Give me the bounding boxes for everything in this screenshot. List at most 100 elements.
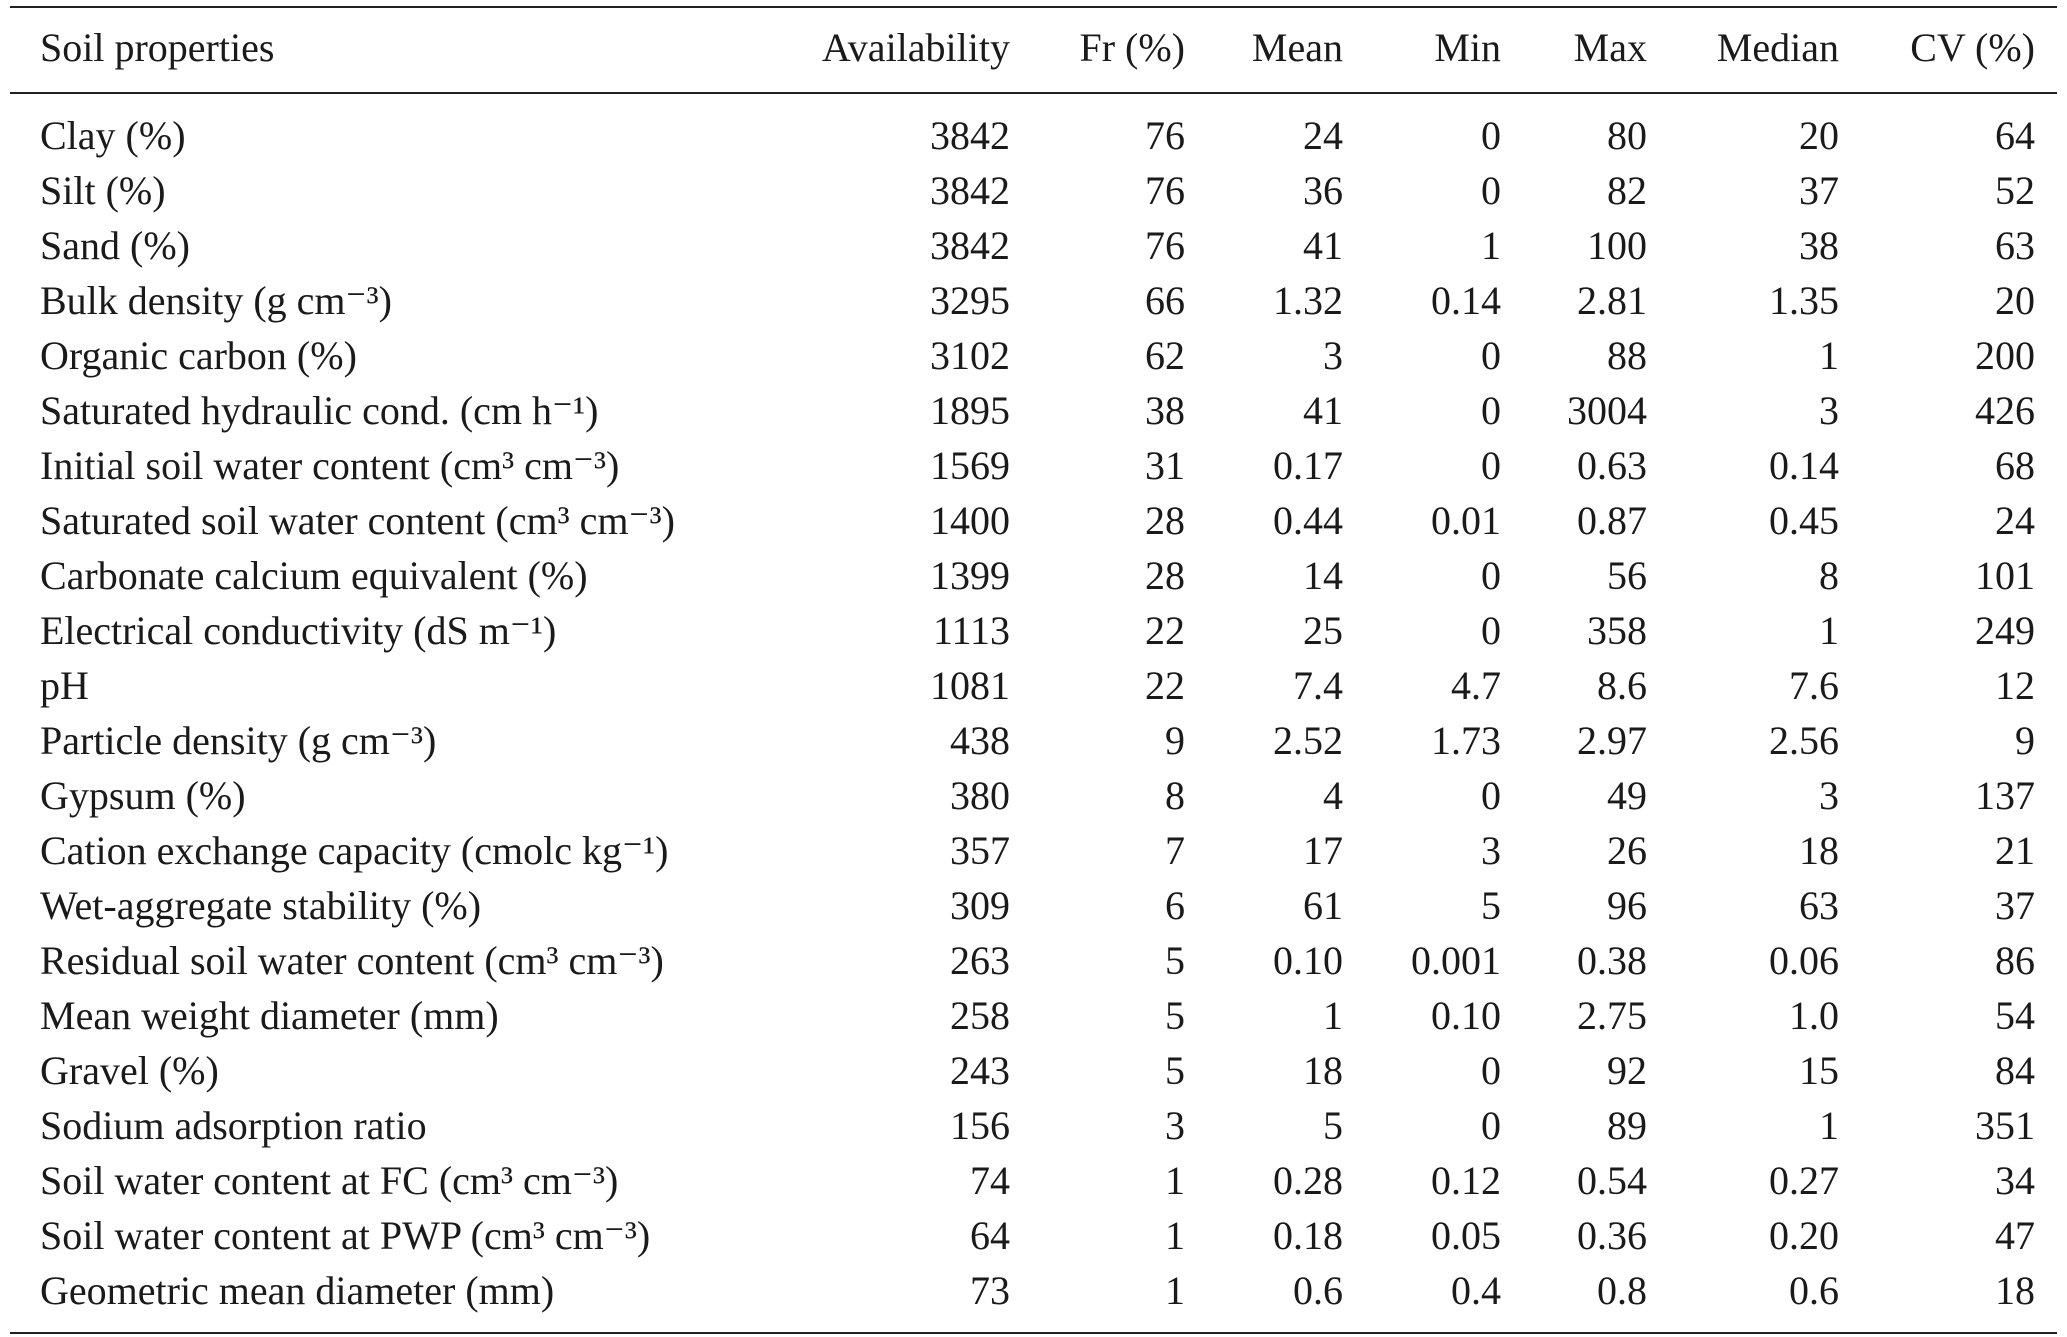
min-cell: 0 bbox=[1481, 1047, 1501, 1093]
median-cell: 1.0 bbox=[1789, 992, 1839, 1038]
availability-cell: 3842 bbox=[930, 222, 1010, 268]
median-cell: 1.35 bbox=[1769, 277, 1839, 323]
table-row: Electrical conductivity (dS m⁻¹) 1113 22 25… bbox=[10, 603, 2057, 658]
min-cell: 0 bbox=[1481, 1102, 1501, 1148]
max-cell: 26 bbox=[1607, 827, 1647, 873]
table-row: Clay (%) 3842 76 24 0 80 20 64 bbox=[10, 93, 2057, 163]
fr-cell: 3 bbox=[1165, 1102, 1185, 1148]
availability-cell: 263 bbox=[950, 937, 1010, 983]
header-row: Soil properties Availability Fr (%) Mean… bbox=[10, 7, 2057, 93]
table-row: Gypsum (%) 380 8 4 0 49 3 137 bbox=[10, 768, 2057, 823]
median-cell: 8 bbox=[1819, 552, 1839, 598]
fr-cell: 6 bbox=[1165, 882, 1185, 928]
mean-cell: 25 bbox=[1303, 607, 1343, 653]
fr-cell: 5 bbox=[1165, 1047, 1185, 1093]
table-row: Saturated soil water content (cm³ cm⁻³) 1… bbox=[10, 493, 2057, 548]
max-cell: 80 bbox=[1607, 112, 1647, 158]
cv-cell: 21 bbox=[1995, 827, 2035, 873]
soil-property-cell: Wet-aggregate stability (%) bbox=[40, 882, 482, 928]
table-row: Soil water content at FC (cm³ cm⁻³) 74 1 0.… bbox=[10, 1153, 2057, 1208]
mean-cell: 4 bbox=[1323, 772, 1343, 818]
mean-cell: 0.44 bbox=[1273, 497, 1343, 543]
fr-cell: 1 bbox=[1165, 1157, 1185, 1203]
table-row: Gravel (%) 243 5 18 0 92 15 84 bbox=[10, 1043, 2057, 1098]
median-cell: 3 bbox=[1819, 772, 1839, 818]
table-row: Sodium adsorption ratio 156 3 5 0 89 1 351 bbox=[10, 1098, 2057, 1153]
availability-cell: 3842 bbox=[930, 112, 1010, 158]
cv-cell: 86 bbox=[1995, 937, 2035, 983]
max-cell: 56 bbox=[1607, 552, 1647, 598]
cv-cell: 351 bbox=[1975, 1102, 2035, 1148]
fr-cell: 5 bbox=[1165, 937, 1185, 983]
max-cell: 82 bbox=[1607, 167, 1647, 213]
mean-cell: 61 bbox=[1303, 882, 1343, 928]
availability-cell: 1400 bbox=[930, 497, 1010, 543]
availability-cell: 1113 bbox=[932, 607, 1010, 653]
median-cell: 15 bbox=[1799, 1047, 1839, 1093]
cv-cell: 52 bbox=[1995, 167, 2035, 213]
mean-cell: 24 bbox=[1303, 112, 1343, 158]
table-row: Wet-aggregate stability (%) 309 6 61 5 96 63 37 bbox=[10, 878, 2057, 933]
table-row: Sand (%) 3842 76 41 1 100 38 63 bbox=[10, 218, 2057, 273]
median-cell: 63 bbox=[1799, 882, 1839, 928]
column-header-cv: CV (%) bbox=[1910, 25, 2035, 70]
soil-property-cell: Sodium adsorption ratio bbox=[40, 1102, 427, 1148]
availability-cell: 1569 bbox=[930, 442, 1010, 488]
mean-cell: 1.32 bbox=[1273, 277, 1343, 323]
fr-cell: 22 bbox=[1145, 607, 1185, 653]
max-cell: 96 bbox=[1607, 882, 1647, 928]
min-cell: 0 bbox=[1481, 552, 1501, 598]
min-cell: 0.14 bbox=[1431, 277, 1501, 323]
fr-cell: 7 bbox=[1165, 827, 1185, 873]
mean-cell: 2.52 bbox=[1273, 717, 1343, 763]
median-cell: 0.27 bbox=[1769, 1157, 1839, 1203]
min-cell: 4.7 bbox=[1451, 662, 1501, 708]
fr-cell: 22 bbox=[1145, 662, 1185, 708]
soil-property-cell: Gravel (%) bbox=[40, 1047, 219, 1093]
median-cell: 18 bbox=[1799, 827, 1839, 873]
availability-cell: 380 bbox=[950, 772, 1010, 818]
soil-property-cell: Carbonate calcium equivalent (%) bbox=[40, 552, 588, 598]
min-cell: 1.73 bbox=[1431, 717, 1501, 763]
max-cell: 89 bbox=[1607, 1102, 1647, 1148]
cv-cell: 37 bbox=[1995, 882, 2035, 928]
cv-cell: 12 bbox=[1995, 662, 2035, 708]
availability-cell: 74 bbox=[970, 1157, 1010, 1203]
soil-property-cell: pH bbox=[40, 662, 89, 708]
mean-cell: 18 bbox=[1303, 1047, 1343, 1093]
mean-cell: 41 bbox=[1303, 222, 1343, 268]
median-cell: 0.45 bbox=[1769, 497, 1839, 543]
table-row: Silt (%) 3842 76 36 0 82 37 52 bbox=[10, 163, 2057, 218]
table-row: Particle density (g cm⁻³) 438 9 2.52 1.73 2.9… bbox=[10, 713, 2057, 768]
min-cell: 1 bbox=[1481, 222, 1501, 268]
min-cell: 0 bbox=[1481, 442, 1501, 488]
soil-properties-table: Soil properties Availability Fr (%) Mean… bbox=[10, 6, 2057, 1334]
max-cell: 49 bbox=[1607, 772, 1647, 818]
cv-cell: 200 bbox=[1975, 332, 2035, 378]
max-cell: 100 bbox=[1587, 222, 1647, 268]
column-header-mean: Mean bbox=[1251, 25, 1343, 70]
min-cell: 5 bbox=[1481, 882, 1501, 928]
max-cell: 0.54 bbox=[1577, 1157, 1647, 1203]
median-cell: 1 bbox=[1819, 607, 1839, 653]
min-cell: 0.001 bbox=[1411, 937, 1501, 983]
mean-cell: 1 bbox=[1323, 992, 1343, 1038]
fr-cell: 1 bbox=[1165, 1212, 1185, 1258]
cv-cell: 47 bbox=[1995, 1212, 2035, 1258]
min-cell: 0 bbox=[1481, 772, 1501, 818]
soil-properties-table-container: Soil properties Availability Fr (%) Mean… bbox=[10, 6, 2057, 1334]
cv-cell: 426 bbox=[1975, 387, 2035, 433]
fr-cell: 76 bbox=[1145, 112, 1185, 158]
max-cell: 3004 bbox=[1567, 387, 1647, 433]
median-cell: 1 bbox=[1819, 1102, 1839, 1148]
availability-cell: 3102 bbox=[930, 332, 1010, 378]
soil-property-cell: Soil water content at FC (cm³ cm⁻³) bbox=[40, 1157, 619, 1203]
cv-cell: 20 bbox=[1995, 277, 2035, 323]
availability-cell: 243 bbox=[950, 1047, 1010, 1093]
max-cell: 0.38 bbox=[1577, 937, 1647, 983]
min-cell: 0.12 bbox=[1431, 1157, 1501, 1203]
cv-cell: 63 bbox=[1995, 222, 2035, 268]
soil-property-cell: Electrical conductivity (dS m⁻¹) bbox=[40, 607, 557, 653]
min-cell: 0.05 bbox=[1431, 1212, 1501, 1258]
max-cell: 2.97 bbox=[1577, 717, 1647, 763]
